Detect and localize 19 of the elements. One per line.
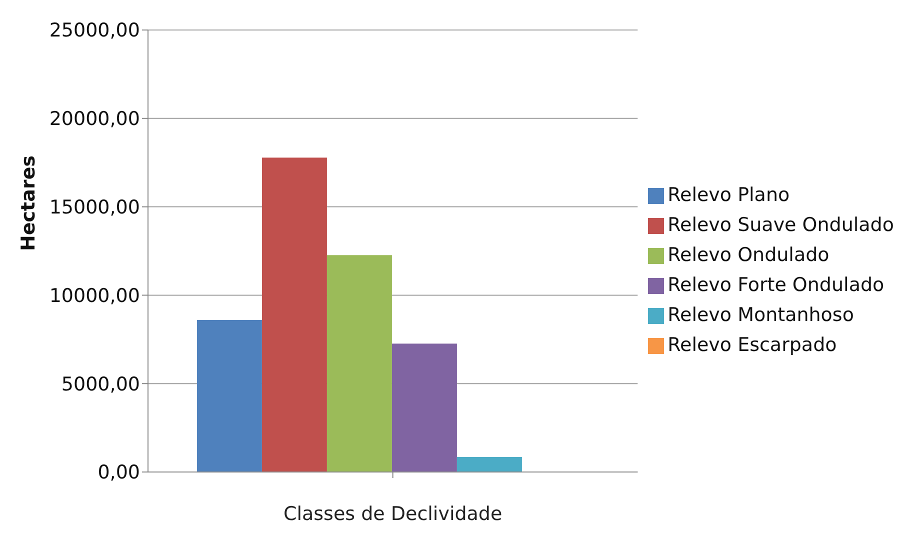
y-tick-label: 0,00 — [98, 462, 140, 484]
legend-label: Relevo Suave Ondulado — [668, 214, 894, 236]
x-axis-title: Classes de Declividade — [283, 503, 502, 525]
legend-label: Relevo Ondulado — [668, 244, 830, 266]
legend-label: Relevo Forte Ondulado — [668, 274, 884, 296]
bar — [262, 158, 327, 472]
bar — [326, 255, 392, 472]
y-tick-label: 15000,00 — [49, 196, 140, 219]
y-tick-label: 5000,00 — [61, 373, 140, 396]
legend-label: Relevo Escarpado — [668, 334, 837, 356]
y-axis-title: Hectares — [18, 155, 40, 251]
legend-label: Relevo Montanhoso — [668, 304, 854, 326]
bar — [392, 344, 457, 472]
y-tick-label: 20000,00 — [49, 108, 140, 130]
y-tick-label: 10000,00 — [49, 284, 140, 307]
bar — [456, 456, 522, 472]
bar — [196, 320, 262, 472]
legend-label: Relevo Plano — [668, 184, 790, 206]
y-tick-label: 25000,00 — [49, 20, 140, 42]
